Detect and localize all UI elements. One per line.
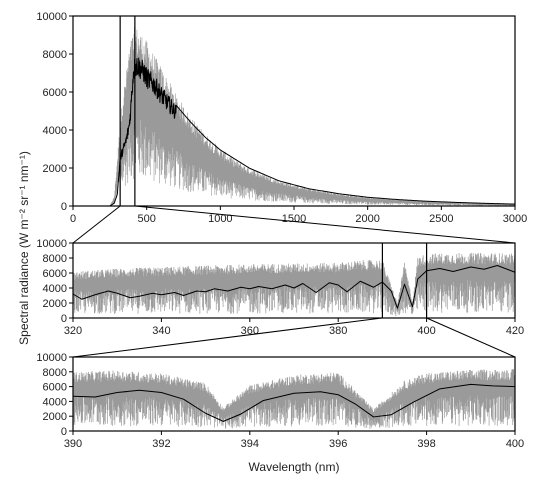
y-tick-label: 2000 [43,163,67,175]
x-tick-label: 398 [417,438,435,450]
high-resolution-series [72,368,516,429]
y-tick-label: 10000 [36,352,67,364]
x-tick-label: 0 [70,213,76,225]
y-tick-label: 6000 [43,87,67,99]
x-tick-label: 380 [329,325,347,337]
plot-frame [72,242,516,319]
y-tick-label: 0 [61,426,67,438]
y-tick-label: 4000 [43,283,67,295]
y-tick-label: 2000 [43,411,67,423]
x-tick-label: 400 [417,325,435,337]
x-tick-label: 420 [506,325,524,337]
panel-full-spectrum: 0 500 1000 1500 2000 2500 3000 0 2000 4000 6000 800… [36,11,527,225]
y-tick-label: 8000 [43,367,67,379]
x-tick-label: 392 [152,438,170,450]
zoom-connectors [72,205,516,358]
y-tick-label: 6000 [43,382,67,394]
x-tick-label: 2000 [355,213,379,225]
smoothed-series [72,383,516,422]
y-tick-label: 10000 [36,238,67,250]
smoothed-series [72,265,516,309]
x-tick-label: 500 [137,213,155,225]
zoom-connector-left [72,205,121,244]
smoothed-series [109,57,516,207]
x-tick-label: 2500 [429,213,453,225]
zoom-connector-left [72,317,383,358]
y-tick-label: 8000 [43,49,67,61]
y-tick-label: 4000 [43,125,67,137]
high-resolution-series [109,27,516,206]
y-tick-label: 6000 [43,268,67,280]
x-tick-label: 1000 [208,213,232,225]
y-tick-label: 0 [61,313,67,325]
x-axis-label: Wavelength (nm) [249,460,340,474]
y-tick-label: 10000 [36,11,67,23]
x-tick-label: 340 [152,325,170,337]
y-tick-label: 2000 [43,298,67,310]
x-tick-label: 396 [329,438,347,450]
high-resolution-series [72,252,516,317]
x-tick-label: 1500 [282,213,306,225]
plot-frame [72,356,516,432]
zoom-connector-right [426,317,516,358]
x-tick-label: 320 [64,325,82,337]
y-axis-label: Spectral radiance (W m⁻² sr⁻¹ nm⁻¹) [17,151,31,345]
x-tick-label: 3000 [503,213,527,225]
y-tick-label: 0 [61,201,67,213]
x-tick-label: 390 [64,438,82,450]
y-tick-label: 4000 [43,396,67,408]
x-tick-label: 394 [241,438,259,450]
x-tick-label: 400 [506,438,524,450]
y-tick-label: 8000 [43,253,67,265]
zoom-connector-right [134,205,516,244]
